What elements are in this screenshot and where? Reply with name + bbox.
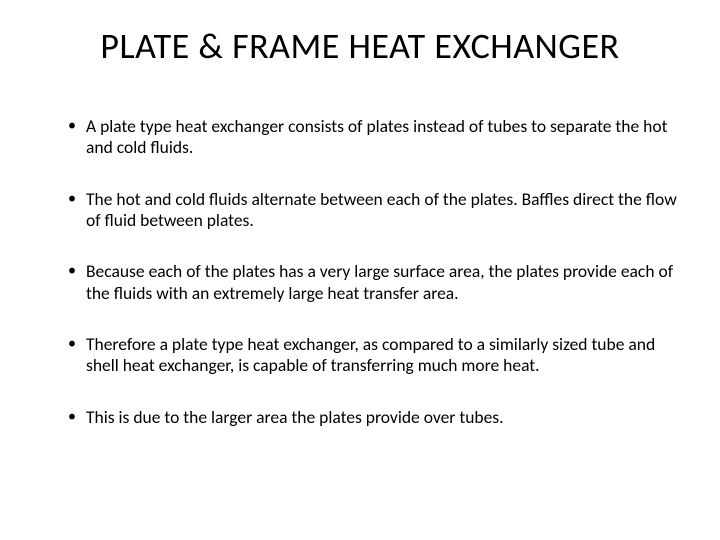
slide-title: PLATE & FRAME HEAT EXCHANGER (40, 24, 680, 68)
list-item: Because each of the plates has a very la… (68, 261, 680, 304)
list-item: Therefore a plate type heat exchanger, a… (68, 334, 680, 377)
list-item: The hot and cold fluids alternate betwee… (68, 189, 680, 232)
list-item: A plate type heat exchanger consists of … (68, 116, 680, 159)
list-item: This is due to the larger area the plate… (68, 407, 680, 428)
bullet-list: A plate type heat exchanger consists of … (40, 116, 680, 428)
